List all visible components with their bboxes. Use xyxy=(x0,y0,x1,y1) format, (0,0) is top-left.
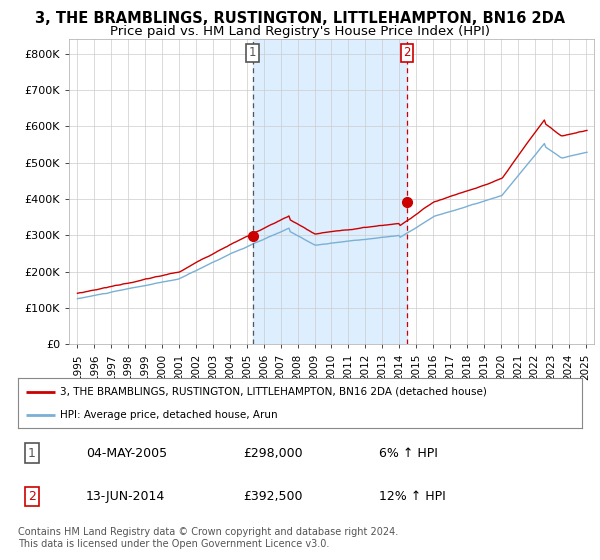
Text: 3, THE BRAMBLINGS, RUSTINGTON, LITTLEHAMPTON, BN16 2DA: 3, THE BRAMBLINGS, RUSTINGTON, LITTLEHAM… xyxy=(35,11,565,26)
Text: 12% ↑ HPI: 12% ↑ HPI xyxy=(379,490,446,503)
Text: £298,000: £298,000 xyxy=(244,446,303,460)
Text: 6% ↑ HPI: 6% ↑ HPI xyxy=(379,446,438,460)
Text: 3, THE BRAMBLINGS, RUSTINGTON, LITTLEHAMPTON, BN16 2DA (detached house): 3, THE BRAMBLINGS, RUSTINGTON, LITTLEHAM… xyxy=(60,386,487,396)
Text: 2: 2 xyxy=(28,490,36,503)
Text: 04-MAY-2005: 04-MAY-2005 xyxy=(86,446,167,460)
Text: 1: 1 xyxy=(249,46,256,59)
Text: Contains HM Land Registry data © Crown copyright and database right 2024.
This d: Contains HM Land Registry data © Crown c… xyxy=(18,527,398,549)
Bar xyxy=(253,39,407,344)
Text: Price paid vs. HM Land Registry's House Price Index (HPI): Price paid vs. HM Land Registry's House … xyxy=(110,25,490,38)
Text: £392,500: £392,500 xyxy=(244,490,303,503)
Text: 2: 2 xyxy=(403,46,410,59)
Text: 13-JUN-2014: 13-JUN-2014 xyxy=(86,490,165,503)
Text: HPI: Average price, detached house, Arun: HPI: Average price, detached house, Arun xyxy=(60,410,278,420)
Text: 1: 1 xyxy=(28,446,36,460)
